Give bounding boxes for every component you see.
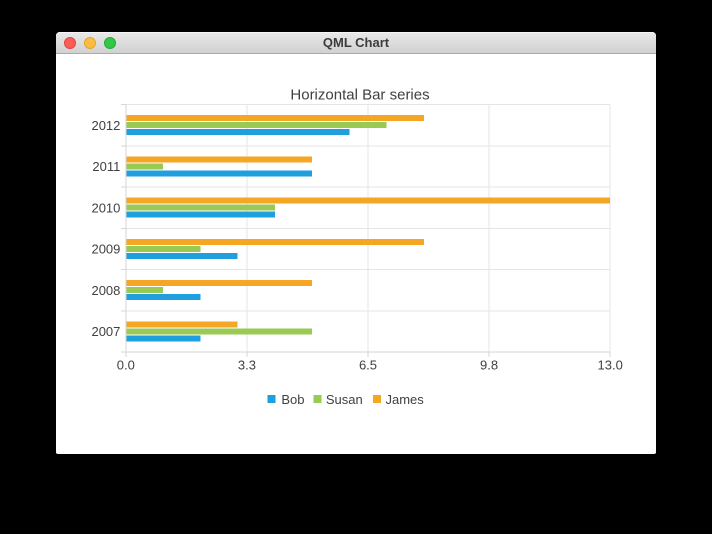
svg-text:13.0: 13.0 <box>598 358 623 373</box>
svg-text:Susan: Susan <box>326 392 363 407</box>
svg-text:2007: 2007 <box>91 324 120 339</box>
svg-text:James: James <box>386 392 425 407</box>
svg-text:2008: 2008 <box>91 283 120 298</box>
svg-text:Bob: Bob <box>281 392 304 407</box>
svg-text:2011: 2011 <box>92 159 120 174</box>
svg-text:2012: 2012 <box>91 118 120 133</box>
svg-text:Horizontal Bar series: Horizontal Bar series <box>290 87 429 104</box>
svg-text:2010: 2010 <box>91 200 120 215</box>
svg-text:3.3: 3.3 <box>238 358 256 373</box>
svg-text:6.5: 6.5 <box>359 358 377 373</box>
svg-text:2009: 2009 <box>91 242 120 257</box>
svg-text:0.0: 0.0 <box>117 358 135 373</box>
svg-text:9.8: 9.8 <box>480 358 498 373</box>
